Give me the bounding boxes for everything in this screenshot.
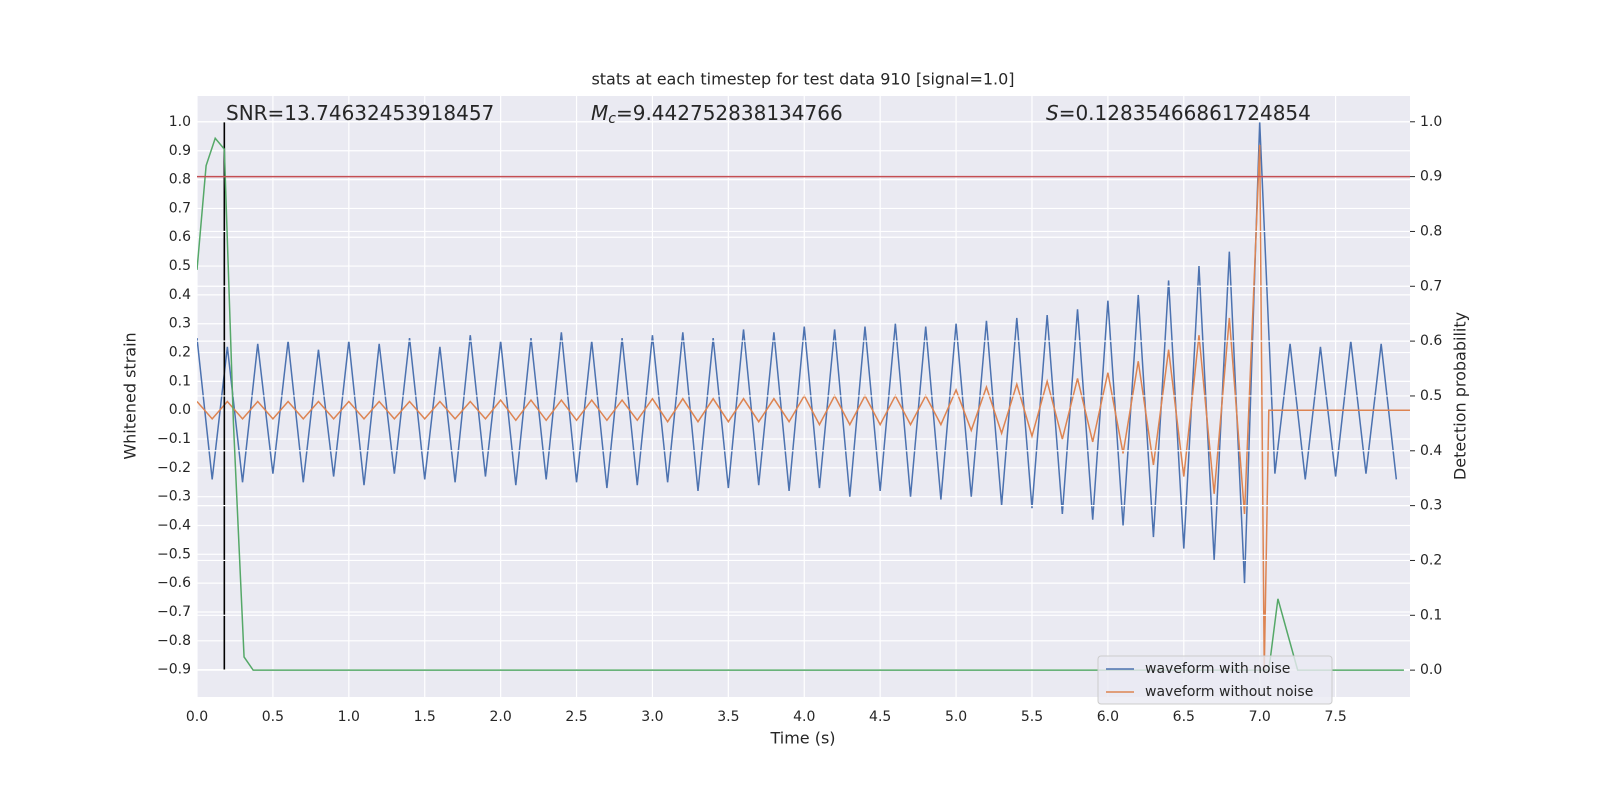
y-axis-label: Whitened strain: [121, 332, 140, 459]
annotation: SNR=13.74632453918457: [226, 101, 494, 125]
y-tick-label: 0.8: [169, 172, 191, 188]
x-tick-label: 1.0: [338, 709, 360, 725]
x-tick-label: 7.5: [1324, 709, 1346, 725]
y-tick-label: −0.7: [157, 604, 191, 620]
y2-tick-label: 0.7: [1420, 278, 1442, 294]
y-tick-label: 1.0: [169, 114, 191, 130]
y-tick-label: −0.3: [157, 489, 191, 505]
x-tick-label: 3.5: [717, 709, 739, 725]
y-tick-label: −0.1: [157, 431, 191, 447]
y-tick-label: 0.3: [169, 316, 191, 332]
x-tick-label: 2.0: [489, 709, 511, 725]
legend-box: [1097, 655, 1333, 705]
annotation-text: =0.12835466861724854: [1059, 101, 1311, 125]
y-tick-label: −0.8: [157, 633, 191, 649]
y-tick-label: −0.5: [157, 546, 191, 562]
annotation-text: SNR=13.74632453918457: [226, 101, 494, 125]
y-tick-label: 0.7: [169, 200, 191, 216]
chart-title: stats at each timestep for test data 910…: [591, 70, 1014, 89]
y-tick-label: −0.4: [157, 517, 191, 533]
y2-tick-label: 0.0: [1420, 662, 1442, 678]
legend-label: waveform without noise: [1145, 684, 1313, 700]
y2-tick-label: 0.3: [1420, 498, 1442, 514]
y-tick-label: 0.2: [169, 345, 191, 361]
x-tick-label: 0.0: [186, 709, 208, 725]
y2-tick-label: 0.9: [1420, 169, 1442, 185]
y2-tick-label: 1.0: [1420, 114, 1442, 130]
y-tick-label: 0.6: [169, 229, 191, 245]
y-tick-label: 0.0: [169, 402, 191, 418]
y2-axis-label: Detection probability: [1451, 312, 1470, 480]
y2-tick-label: 0.6: [1420, 333, 1442, 349]
y-tick-label: −0.9: [157, 662, 191, 678]
x-tick-label: 4.0: [793, 709, 815, 725]
x-tick-label: 7.0: [1249, 709, 1271, 725]
probability-line: [197, 136, 1404, 671]
y-tick-label: 0.5: [169, 258, 191, 274]
annotation-text: =9.442752838134766: [616, 101, 843, 125]
y-tick-label: 0.4: [169, 287, 191, 303]
y2-tick-label: 0.1: [1420, 607, 1442, 623]
annotation: S=0.12835466861724854: [1046, 101, 1311, 125]
x-tick-label: 2.5: [565, 709, 587, 725]
series-line: [197, 144, 1410, 670]
x-tick-label: 3.0: [641, 709, 663, 725]
legend-label: waveform with noise: [1145, 661, 1290, 677]
x-tick-label: 5.5: [1021, 709, 1043, 725]
y2-tick-label: 0.5: [1420, 388, 1442, 404]
y-tick-label: 0.9: [169, 143, 191, 159]
y-tick-label: 0.1: [169, 373, 191, 389]
annotation-subscript: c: [608, 111, 616, 127]
y2-tick-label: 0.2: [1420, 552, 1442, 568]
y2-tick-label: 0.8: [1420, 223, 1442, 239]
annotation-symbol: S: [1046, 101, 1059, 125]
x-tick-label: 1.5: [414, 709, 436, 725]
x-tick-label: 5.0: [945, 709, 967, 725]
x-tick-label: 4.5: [869, 709, 891, 725]
annotation-symbol: M: [591, 101, 608, 125]
y2-tick-label: 0.4: [1420, 443, 1442, 459]
x-axis-label: Time (s): [769, 729, 835, 748]
annotation: Mc=9.442752838134766: [591, 101, 843, 128]
x-tick-label: 6.0: [1097, 709, 1119, 725]
y-tick-label: −0.2: [157, 460, 191, 476]
x-tick-label: 6.5: [1173, 709, 1195, 725]
y-tick-label: −0.6: [157, 575, 191, 591]
x-tick-label: 0.5: [262, 709, 284, 725]
